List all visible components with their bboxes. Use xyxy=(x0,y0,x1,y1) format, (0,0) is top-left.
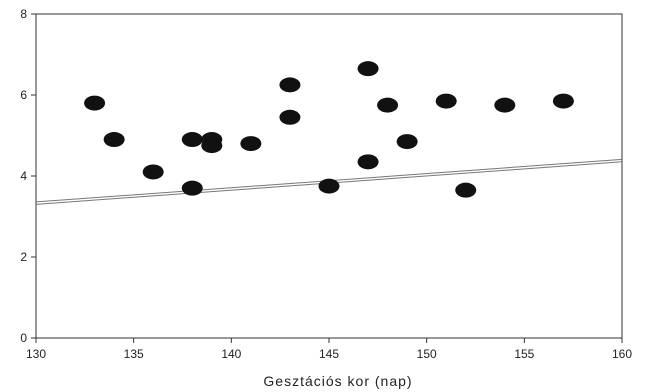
y-tick-label: 8 xyxy=(20,7,27,21)
data-point-16 xyxy=(455,182,477,198)
plot-border xyxy=(35,13,623,339)
y-tick-label: 0 xyxy=(20,331,27,345)
x-tick-label: 155 xyxy=(514,347,534,361)
x-axis: 130 135 140 145 150 155 160 xyxy=(26,338,632,361)
data-point-11 xyxy=(357,61,379,77)
data-point-10 xyxy=(318,178,340,194)
x-tick-label: 130 xyxy=(26,347,46,361)
data-point-1 xyxy=(103,132,125,148)
data-point-4 xyxy=(181,180,203,196)
y-tick-label: 4 xyxy=(20,169,27,183)
x-tick-label: 160 xyxy=(612,347,632,361)
data-point-3 xyxy=(181,132,203,148)
data-point-12 xyxy=(357,154,379,170)
x-tick-label: 140 xyxy=(221,347,241,361)
y-tick-label: 2 xyxy=(20,250,27,264)
data-point-0 xyxy=(84,95,106,111)
x-axis-title: Gesztációs kor (nap) xyxy=(263,373,412,389)
data-point-17 xyxy=(494,97,516,113)
y-axis: 0 2 4 6 8 xyxy=(20,7,36,345)
data-point-15 xyxy=(435,93,457,109)
x-tick-label: 135 xyxy=(124,347,144,361)
data-point-2 xyxy=(142,164,164,180)
data-point-18 xyxy=(552,93,574,109)
x-tick-label: 150 xyxy=(417,347,437,361)
data-point-6 xyxy=(201,138,223,154)
data-points xyxy=(84,61,574,198)
data-point-8 xyxy=(279,77,301,93)
data-point-7 xyxy=(240,136,262,152)
data-point-9 xyxy=(279,109,301,125)
y-tick-label: 6 xyxy=(20,88,27,102)
data-point-13 xyxy=(377,97,399,113)
x-tick-label: 145 xyxy=(319,347,339,361)
data-point-14 xyxy=(396,134,418,150)
plot-frame xyxy=(35,13,623,339)
